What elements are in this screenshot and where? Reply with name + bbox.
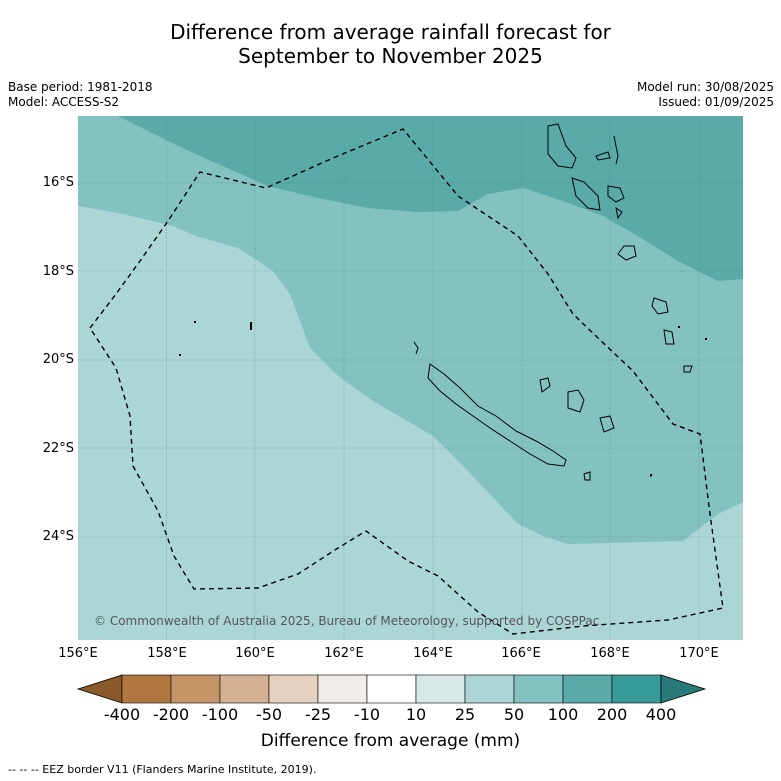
erromango: [651, 297, 669, 315]
colorbar-title: Difference from average (mm): [260, 731, 521, 751]
eez-border: [89, 128, 724, 635]
lifou-island: [567, 389, 585, 413]
cb-label-5: -10: [353, 705, 381, 724]
zone-100-200: [118, 116, 743, 281]
belep-islands: [413, 341, 419, 355]
lat-label-20s: 20°S: [42, 352, 74, 367]
espiritu-santo: [547, 123, 577, 169]
cb-label-4: -25: [304, 705, 332, 724]
zone-50-100: [78, 116, 743, 544]
rainfall-map: [78, 116, 743, 640]
title-line-2: September to November 2025: [238, 44, 543, 68]
colorbar-bin-2: [170, 674, 221, 704]
cb-label-7: 25: [454, 705, 476, 724]
copyright-notice: © Commonwealth of Australia 2025, Bureau…: [94, 614, 600, 628]
cb-label-0: -400: [103, 705, 141, 724]
lon-label-160e: 160°E: [235, 646, 275, 661]
cb-label-9: 100: [547, 705, 579, 724]
aneityum: [683, 365, 693, 373]
meta-left: Base period: 1981-2018 Model: ACCESS-S2: [8, 80, 153, 110]
colorbar: [76, 674, 707, 704]
ambae: [595, 151, 611, 161]
colorbar-bin-4: [268, 674, 319, 704]
lon-label-162e: 162°E: [324, 646, 364, 661]
colorbar-extend-low: [76, 674, 123, 704]
meta-right: Model run: 30/08/2025 Issued: 01/09/2025: [637, 80, 774, 110]
graticule: [78, 116, 743, 640]
cb-label-11: 400: [645, 705, 677, 724]
lat-label-16s: 16°S: [42, 175, 74, 190]
colorbar-bin-5: [317, 674, 368, 704]
lon-label-168e: 168°E: [590, 646, 630, 661]
lon-label-158e: 158°E: [147, 646, 187, 661]
colorbar-bin-9: [513, 674, 564, 704]
maewo-pentecost: [613, 135, 619, 165]
lon-label-156e: 156°E: [58, 646, 98, 661]
map-title: Difference from average rainfall forecas…: [0, 20, 781, 68]
cb-label-2: -100: [201, 705, 239, 724]
issued-date: Issued: 01/09/2025: [658, 95, 774, 109]
colorbar-bin-6: [366, 674, 417, 704]
lat-label-24s: 24°S: [42, 529, 74, 544]
cb-label-6: 10: [405, 705, 427, 724]
lon-label-170e: 170°E: [679, 646, 719, 661]
model-run: Model run: 30/08/2025: [636, 80, 774, 94]
model-name: Model: ACCESS-S2: [8, 95, 120, 109]
tanna: [663, 329, 675, 345]
cb-label-10: 200: [596, 705, 628, 724]
lat-label-18s: 18°S: [42, 264, 74, 279]
isle-of-pines: [583, 471, 591, 481]
base-period: Base period: 1981-2018: [8, 80, 153, 94]
colorbar-bin-7: [415, 674, 466, 704]
cb-label-3: -50: [255, 705, 283, 724]
epi-efate: [607, 185, 637, 261]
title-line-1: Difference from average rainfall forecas…: [170, 20, 611, 44]
colorbar-bin-1: [121, 674, 172, 704]
lon-label-164e: 164°E: [413, 646, 453, 661]
lat-label-22s: 22°S: [42, 441, 74, 456]
cb-label-1: -200: [152, 705, 190, 724]
eez-footnote: -- -- -- EEZ border V11 (Flanders Marine…: [8, 763, 317, 776]
ouvea-island: [539, 377, 551, 393]
colorbar-bin-8: [464, 674, 515, 704]
mare-island: [599, 415, 615, 433]
colorbar-bin-3: [219, 674, 270, 704]
colorbar-bin-11: [611, 674, 662, 704]
malakula: [571, 177, 601, 211]
colorbar-bin-10: [562, 674, 613, 704]
new-caledonia-island: [427, 363, 567, 467]
colorbar-extend-high: [660, 674, 707, 704]
lon-label-166e: 166°E: [501, 646, 541, 661]
cb-label-8: 50: [503, 705, 525, 724]
